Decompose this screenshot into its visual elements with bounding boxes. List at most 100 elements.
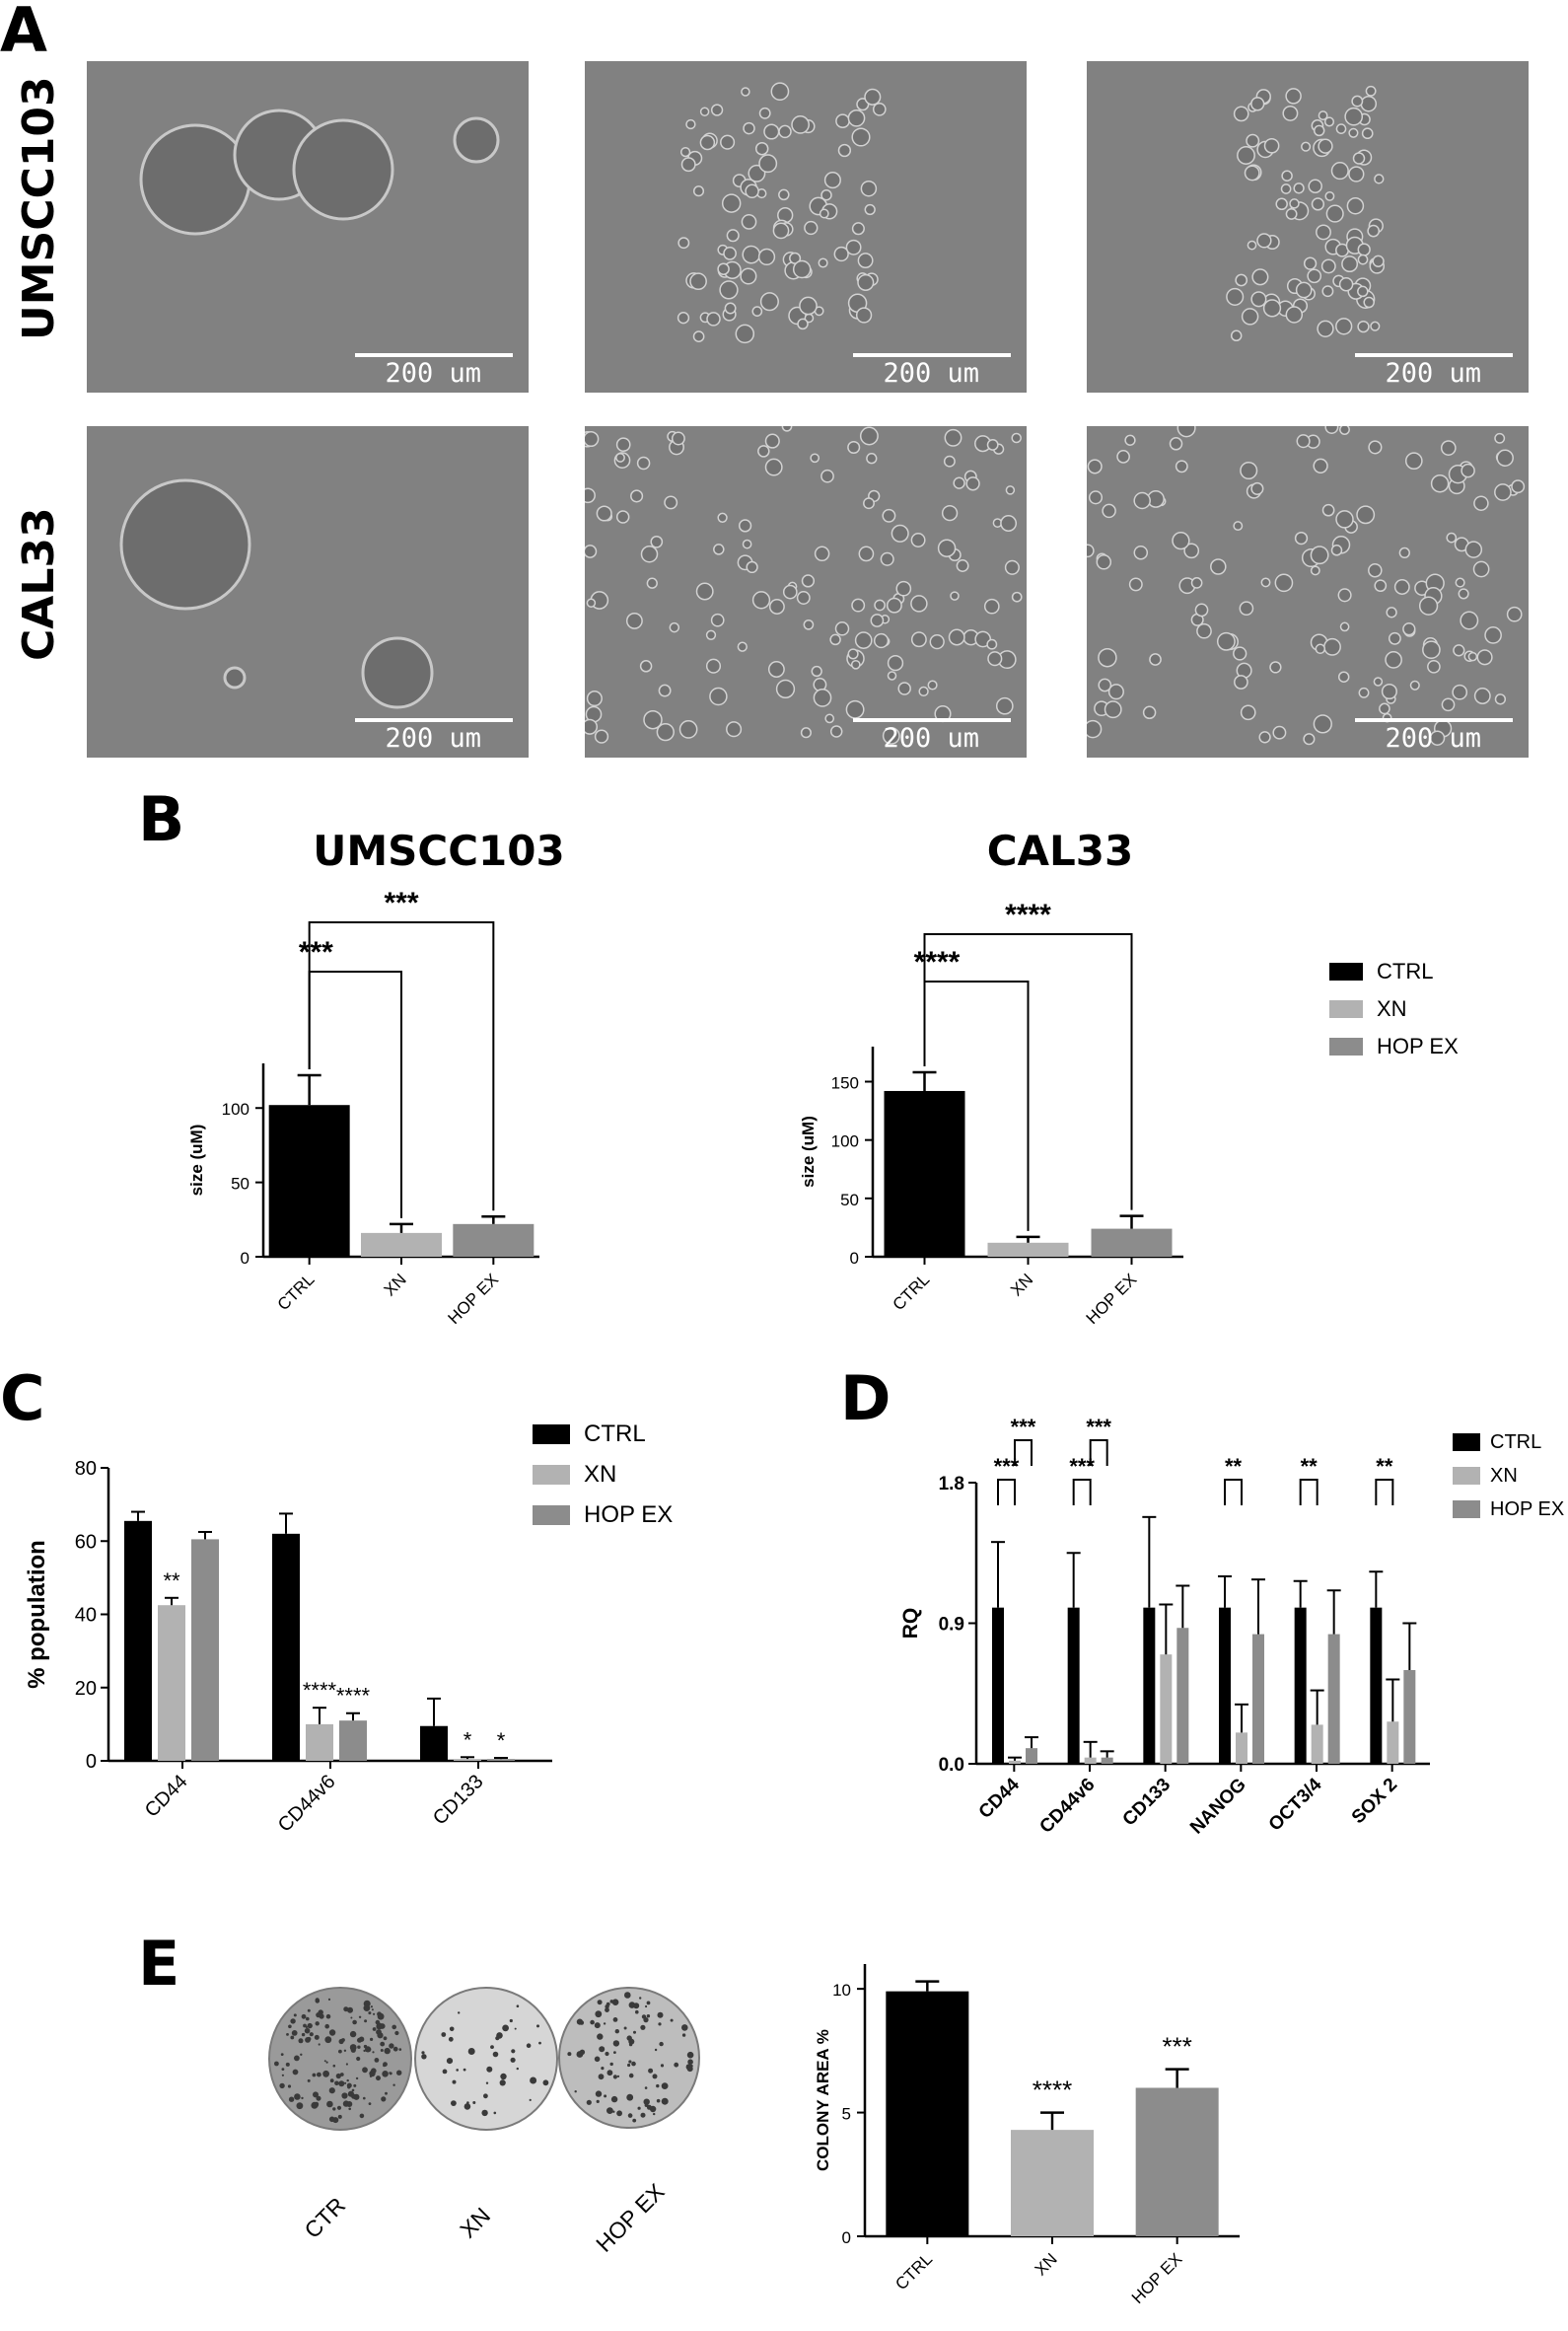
single-cell [671, 431, 685, 446]
colony-spot [576, 2018, 583, 2025]
single-cell [768, 599, 785, 615]
single-cell [1285, 306, 1304, 324]
single-cell [860, 180, 878, 197]
single-cell [810, 453, 820, 464]
bar-nanog-ctrl [1219, 1607, 1231, 1764]
single-cell [630, 489, 644, 503]
colony-spot [280, 2053, 284, 2056]
bar-cd44-ctrl [124, 1520, 152, 1761]
colony-spot [509, 2018, 513, 2023]
single-cell [692, 185, 705, 197]
colony-spot [646, 2014, 651, 2018]
x-tick-label: CD44v6 [1035, 1775, 1099, 1838]
colony-spots [274, 1998, 402, 2124]
colony-spot [660, 2064, 665, 2068]
single-cell [1330, 162, 1349, 181]
colony-spot [486, 2066, 493, 2073]
single-cell [1324, 190, 1335, 201]
single-cell [1374, 174, 1385, 184]
colony-spot [628, 2042, 633, 2047]
legend-swatch-xn [1329, 1000, 1363, 1018]
colony-spot [287, 2084, 292, 2088]
legend-swatch-hop-ex [1453, 1500, 1480, 1518]
y-tick-label: 60 [75, 1531, 97, 1553]
single-cell [1339, 621, 1350, 632]
single-cell [585, 718, 599, 735]
cell-sphere [453, 116, 500, 164]
y-tick-label: 10 [832, 1981, 851, 2000]
colony-spot [383, 2036, 388, 2041]
single-cell [1360, 95, 1378, 112]
bar-cd44-hop-ex [191, 1539, 219, 1761]
single-cell [847, 109, 866, 127]
colony-spot [334, 2080, 339, 2086]
legend-swatch-hop-ex [533, 1504, 570, 1525]
single-cell [1494, 483, 1512, 501]
colony-spot [281, 2074, 284, 2076]
colony-spot [380, 2041, 386, 2047]
y-tick-label: 100 [222, 1100, 249, 1119]
single-cell [1409, 680, 1420, 691]
colony-dish-xn [414, 1987, 558, 2131]
single-cell [1294, 531, 1309, 546]
single-cell [1295, 281, 1313, 299]
y-tick-label: 0 [241, 1249, 249, 1268]
colony-spot [349, 2030, 357, 2038]
single-cell [1280, 183, 1292, 194]
single-cell [1142, 705, 1157, 720]
micrograph-texture [1226, 85, 1386, 342]
colony-spot [307, 2008, 311, 2012]
colony-spot [612, 2110, 615, 2113]
colony-spot [499, 2079, 506, 2086]
legend-item-hop-ex: HOP EX [533, 1494, 673, 1535]
single-cell [1357, 285, 1369, 298]
colony-spot [315, 1998, 320, 2003]
colony-spot [611, 1999, 619, 2005]
single-cell [1338, 276, 1354, 292]
single-cell [1296, 434, 1311, 449]
single-cell [772, 222, 790, 240]
colony-spot [286, 2033, 289, 2036]
colony-spot [627, 2113, 633, 2118]
single-cell [1323, 637, 1341, 656]
single-cell [1427, 659, 1441, 674]
y-tick-label: 5 [842, 2105, 851, 2124]
colony-spot [389, 2072, 392, 2076]
bar-xn [987, 1242, 1069, 1257]
single-cell [1330, 545, 1343, 556]
colony-spots [421, 2004, 549, 2117]
single-cell [1511, 479, 1526, 494]
single-cell [823, 172, 841, 189]
single-cell [695, 582, 714, 601]
bar-ctrl [268, 1105, 350, 1257]
colony-spot [613, 2051, 616, 2054]
colony-spot [495, 2036, 500, 2041]
colony-spot [510, 2057, 516, 2063]
colony-spot [687, 2059, 693, 2065]
colony-spot [382, 2071, 389, 2077]
legend-b: CTRL XN HOP EX [1329, 953, 1459, 1065]
significance-label: *** [384, 887, 418, 919]
single-cell [1335, 123, 1347, 134]
colony-spot [326, 2100, 333, 2108]
single-cell [1251, 268, 1269, 286]
colony-spot [529, 2098, 532, 2101]
single-cell [987, 651, 1003, 667]
single-cell [1233, 646, 1247, 661]
colony-spot [652, 2074, 658, 2079]
single-cell [866, 453, 878, 465]
colony-spot [374, 2058, 380, 2063]
colony-spot [356, 2056, 361, 2062]
colony-spot [567, 2052, 572, 2057]
single-cell [1281, 170, 1293, 182]
bar-oct3-4-hop-ex [1327, 1634, 1340, 1764]
micrograph-umscc103-3: 200 um [1087, 61, 1529, 393]
colony-spot [307, 2022, 313, 2029]
single-cell [685, 118, 696, 130]
single-cell [1496, 449, 1514, 467]
y-tick-label: 20 [75, 1678, 97, 1700]
colony-spot [624, 1992, 631, 1999]
colony-spot [456, 2069, 459, 2072]
colony-spot [327, 1998, 331, 2001]
